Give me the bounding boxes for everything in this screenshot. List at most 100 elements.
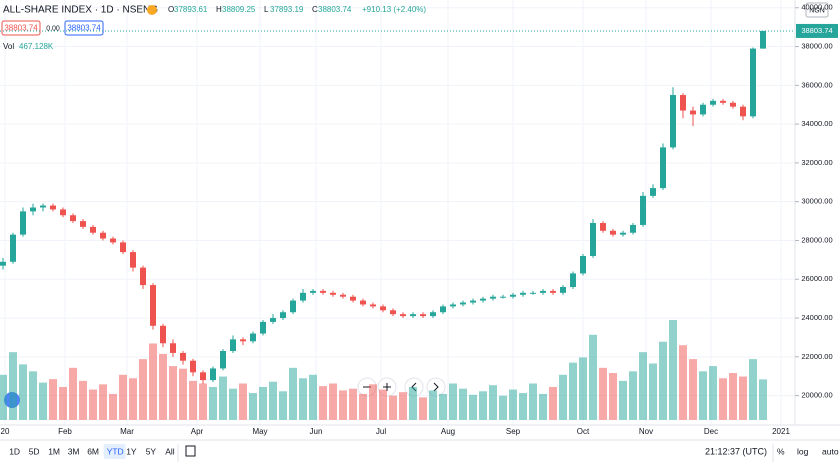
candle-body — [220, 351, 226, 369]
ohlc-value: 38809.25 — [222, 5, 256, 14]
range-button[interactable]: 1M — [48, 446, 60, 456]
volume-bar — [179, 368, 187, 420]
clock: 21:12:37 (UTC) — [705, 446, 767, 456]
volume-bar — [399, 392, 407, 420]
y-tick-label: 32000.00 — [801, 158, 832, 167]
candle-body — [380, 306, 386, 311]
x-tick-label: 20 — [1, 427, 10, 436]
volume-bar — [59, 386, 67, 420]
x-tick-label: May — [252, 427, 267, 436]
candle-body — [710, 100, 716, 105]
scale-option[interactable]: auto — [822, 446, 839, 456]
candle-body — [470, 300, 476, 303]
ohlc-value: 37893.61 — [174, 5, 208, 14]
volume-bar — [629, 371, 637, 420]
candle-body — [90, 226, 96, 233]
candle-body — [50, 205, 56, 210]
candle-body — [120, 242, 126, 253]
candle-body — [730, 102, 736, 107]
candle-body — [40, 205, 46, 208]
candle-body — [290, 300, 296, 313]
range-button[interactable]: 6M — [87, 446, 99, 456]
volume-bar — [139, 359, 147, 420]
volume-name: Vol — [3, 42, 14, 51]
x-tick-label: Mar — [120, 427, 134, 436]
range-button[interactable]: 5D — [29, 446, 40, 456]
volume-bar — [479, 391, 487, 420]
candle-body — [460, 302, 466, 305]
candle-body — [230, 339, 236, 352]
candle-body — [30, 207, 36, 212]
candle-body — [680, 95, 686, 111]
volume-bar — [249, 393, 257, 420]
candle-body — [510, 294, 516, 297]
candle-body — [430, 312, 436, 317]
candle-body — [500, 296, 506, 298]
volume-bar — [739, 376, 747, 420]
candle-body — [170, 343, 176, 353]
x-tick-label: Jul — [376, 427, 386, 436]
candle-body — [60, 209, 66, 216]
volume-bar — [449, 383, 457, 420]
candle-body — [250, 333, 256, 342]
candle-body — [520, 292, 526, 295]
scale-option[interactable]: % — [777, 446, 785, 456]
volume-bar — [119, 374, 127, 420]
candle-body — [140, 267, 146, 286]
y-tick-label: 34000.00 — [801, 119, 832, 128]
candle-body — [760, 30, 766, 49]
volume-bar — [0, 374, 7, 420]
range-button[interactable]: 1D — [9, 446, 20, 456]
range-button[interactable]: 3M — [68, 446, 80, 456]
candle-body — [70, 215, 76, 222]
candle-body — [590, 223, 596, 256]
ohlc-key: H — [216, 5, 222, 14]
sell-price: 38803.74 — [4, 24, 38, 33]
volume-bar — [309, 374, 317, 420]
candle-body — [270, 318, 276, 322]
volume-bar — [599, 367, 607, 420]
x-tick-label: Dec — [704, 427, 718, 436]
candle-body — [670, 95, 676, 148]
range-button[interactable]: All — [165, 446, 175, 456]
range-button[interactable]: 1Y — [126, 446, 137, 456]
candle-body — [630, 224, 636, 233]
volume-bar — [209, 386, 217, 420]
volume-bar — [129, 378, 137, 420]
candle-body — [390, 310, 396, 315]
candle-body — [490, 296, 496, 299]
volume-bar — [729, 373, 737, 420]
x-tick-label: Feb — [58, 427, 72, 436]
sell-box[interactable] — [1, 20, 41, 36]
candle-body — [150, 285, 156, 326]
volume-bar — [229, 388, 237, 420]
date-range-icon[interactable] — [185, 445, 196, 457]
candle-body — [300, 292, 306, 301]
volume-bar — [389, 395, 397, 420]
volume-bar — [429, 390, 437, 420]
volume-bar — [709, 366, 717, 420]
volume-bar — [649, 363, 657, 420]
candle-body — [350, 296, 356, 301]
range-button[interactable]: YTD — [107, 446, 124, 456]
volume-bar — [149, 343, 157, 420]
currency-box[interactable] — [805, 2, 829, 18]
y-tick-label: 40000.00 — [801, 3, 832, 12]
volume-bar — [579, 357, 587, 420]
range-active — [103, 444, 126, 459]
candle-body — [410, 314, 416, 317]
buy-box[interactable] — [64, 20, 104, 36]
candle-body — [450, 304, 456, 307]
volume-bar — [369, 384, 377, 420]
candle-body — [180, 352, 186, 361]
x-tick-label: Apr — [191, 427, 204, 436]
volume-bar — [69, 367, 77, 420]
ohlc-key: L — [264, 5, 269, 14]
scale-option[interactable]: log — [797, 446, 809, 456]
range-button[interactable]: 5Y — [146, 446, 157, 456]
candle-body — [700, 104, 706, 115]
volume-bar — [679, 345, 687, 420]
volume-bar — [489, 385, 497, 420]
candle-body — [580, 255, 586, 274]
